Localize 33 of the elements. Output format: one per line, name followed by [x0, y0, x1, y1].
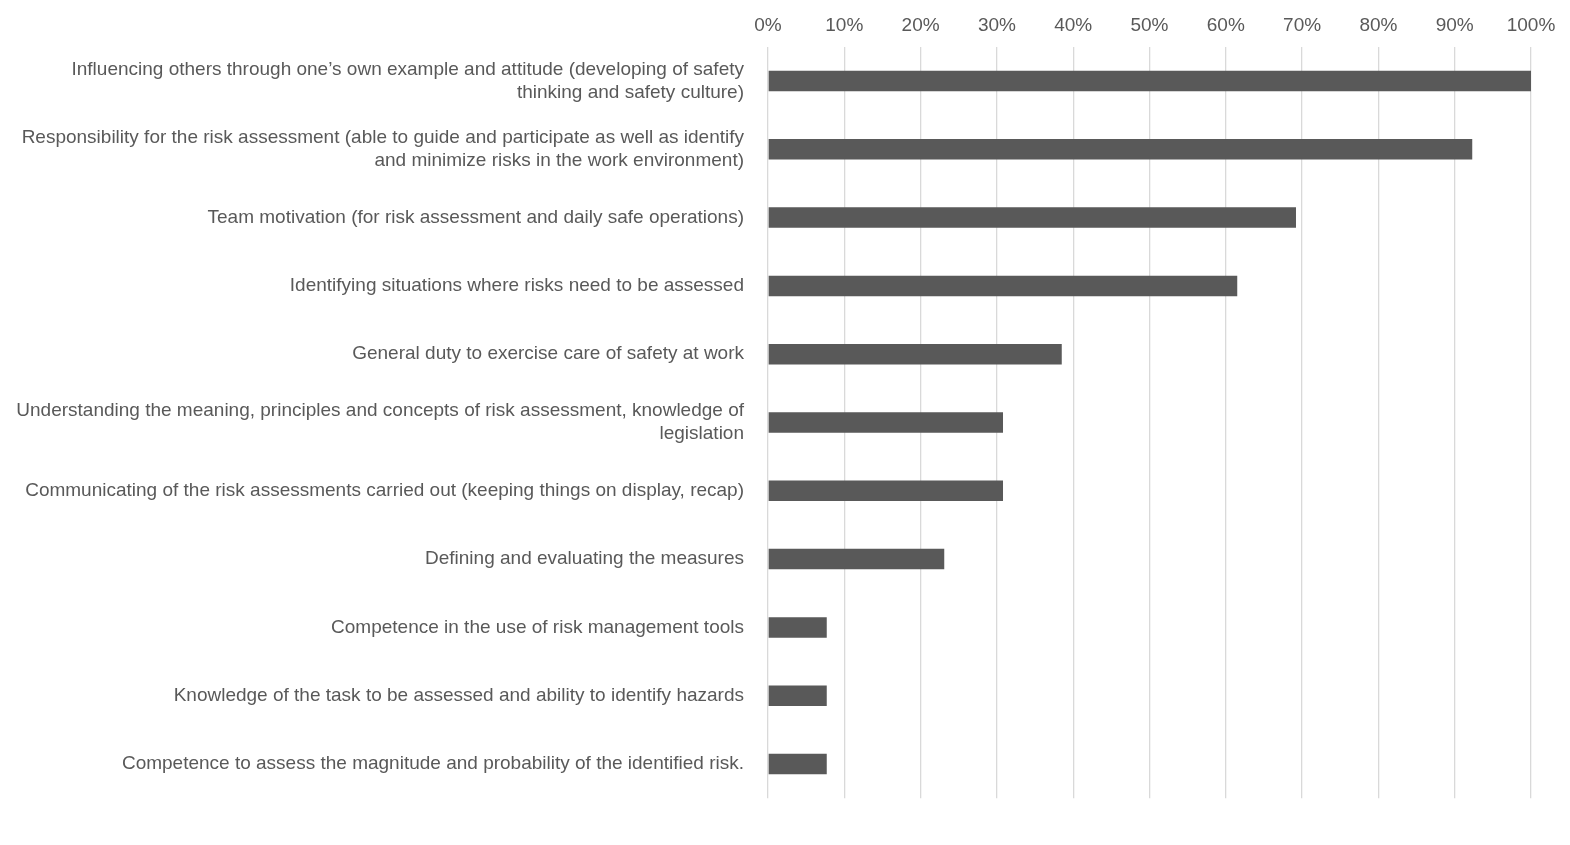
x-tick-label: 50% — [1130, 13, 1169, 35]
x-tick-label: 100% — [1506, 13, 1556, 35]
bar — [768, 207, 1296, 228]
bar — [768, 139, 1473, 160]
y-tick-label: Competence in the use of risk management tools — [331, 615, 744, 637]
x-tick-label: 20% — [901, 13, 940, 35]
x-tick-label: 30% — [977, 13, 1017, 35]
bar — [768, 753, 827, 775]
x-tick-label: 70% — [1283, 13, 1322, 35]
bar — [768, 617, 827, 638]
y-tick-label: Responsibility for the risk assessment (able to guide and participate as well as identify and minimize risks in the work environment) — [21, 126, 745, 170]
x-tick-label: 60% — [1206, 13, 1245, 35]
y-tick-label: Understanding the meaning, principles and concepts of risk assessment, knowledge of legislation — [16, 399, 745, 444]
x-tick-label: 80% — [1359, 13, 1398, 35]
x-tick-label: 0% — [754, 13, 782, 35]
x-tick-label: 40% — [1054, 13, 1093, 35]
y-tick-label: Identifying situations where risks need to be assessed — [289, 274, 744, 296]
bar — [768, 685, 827, 706]
bar — [768, 343, 1062, 365]
bar — [768, 480, 1003, 502]
bar — [768, 275, 1238, 297]
bar — [768, 412, 1003, 433]
y-tick-label: Team motivation (for risk assessment and daily safe operations) — [207, 205, 744, 227]
bar — [768, 70, 1531, 92]
y-tick-label: Competence to assess the magnitude and probability of the identified risk. — [121, 752, 744, 774]
y-tick-label: General duty to exercise care of safety at work — [352, 342, 745, 364]
y-tick-label: Communicating of the risk assessments carried out (keeping things on display, recap) — [25, 479, 744, 501]
y-tick-label: Knowledge of the task to be assessed and ability to identify hazards — [173, 683, 744, 705]
x-tick-label: 10% — [825, 13, 864, 35]
x-tick-label: 90% — [1435, 13, 1474, 35]
y-tick-label: Influencing others through one’s own example and attitude (developing of safety thinking and safety culture) — [71, 57, 745, 102]
y-tick-label: Defining and evaluating the measures — [425, 547, 744, 569]
bar — [768, 548, 945, 570]
